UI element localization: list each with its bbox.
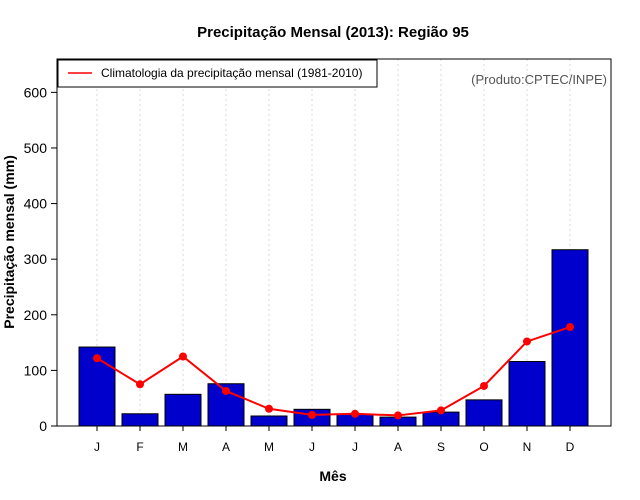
climatology-line <box>96 326 571 417</box>
y-axis-label: Precipitação mensal (mm) <box>1 155 17 329</box>
y-tick-label: 300 <box>24 251 48 267</box>
x-tick-label: A <box>394 440 402 454</box>
chart-title: Precipitação Mensal (2013): Região 95 <box>197 24 469 41</box>
x-tick-label: F <box>136 440 143 454</box>
climatology-point-11 <box>523 337 531 346</box>
bar-D-12 <box>551 249 589 427</box>
climatology-line-layer <box>93 323 574 420</box>
climatology-point-2 <box>136 380 144 389</box>
bar-F-2 <box>121 413 159 427</box>
climatology-point-1 <box>93 354 101 363</box>
y-tick-label: 400 <box>24 196 48 212</box>
x-tick-label: S <box>437 440 445 454</box>
climatology-point-4 <box>222 386 230 395</box>
climatology-point-6 <box>308 410 316 419</box>
x-tick-label: J <box>94 440 100 454</box>
bar-O-10 <box>465 399 503 427</box>
climatology-point-5 <box>265 404 273 413</box>
climatology-point-10 <box>480 381 488 390</box>
grid <box>96 59 571 426</box>
x-axis-label: Mês <box>319 468 346 484</box>
x-tick-label: M <box>264 440 274 454</box>
x-tick-label: M <box>178 440 188 454</box>
x-tick-label: O <box>479 440 488 454</box>
bar-M-3 <box>164 393 202 427</box>
y-tick-label: 500 <box>24 140 48 156</box>
y-axis: 0 100 200 300 400 500 600 <box>24 84 57 434</box>
x-tick-label: J <box>352 440 358 454</box>
climatology-point-9 <box>437 406 445 415</box>
climatology-point-3 <box>179 352 187 361</box>
x-tick-label: D <box>566 440 575 454</box>
source-credit: (Produto:CPTEC/INPE) <box>471 72 607 87</box>
y-tick-label: 0 <box>39 418 47 434</box>
plot-frame <box>56 58 612 427</box>
bar-M-5 <box>250 415 288 427</box>
y-tick-label: 600 <box>24 84 48 100</box>
bar-N-11 <box>508 360 546 427</box>
climatology-point-12 <box>566 323 574 332</box>
x-tick-label: N <box>523 440 532 454</box>
y-tick-label: 100 <box>24 362 48 378</box>
y-tick-label: 200 <box>24 307 48 323</box>
climatology-point-8 <box>394 411 402 420</box>
x-tick-label: J <box>309 440 315 454</box>
x-tick-label: A <box>222 440 230 454</box>
legend: Climatologia da precipitação mensal (198… <box>57 59 378 88</box>
climatology-point-7 <box>351 409 359 418</box>
bars <box>78 249 589 427</box>
legend-box <box>57 59 378 88</box>
legend-entry-climatology: Climatologia da precipitação mensal (198… <box>101 66 362 80</box>
